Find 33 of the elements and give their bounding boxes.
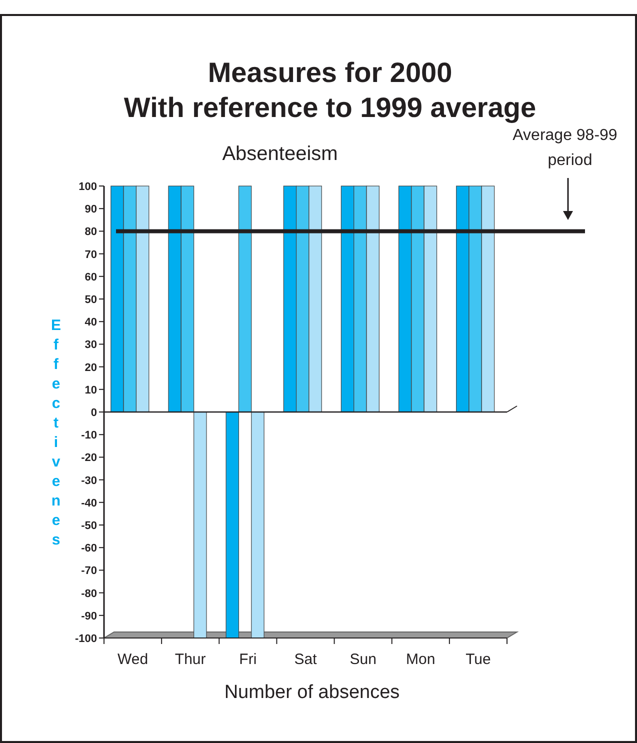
y-tick-label: -80 xyxy=(81,588,97,600)
y-tick-label: -100 xyxy=(74,633,97,645)
chart-title: Measures for 2000 With reference to 1999 average xyxy=(124,57,536,123)
y-tick-label: -60 xyxy=(81,542,97,555)
y-tick-label: 90 xyxy=(84,204,97,216)
ref-line-label: Average 98-99 period xyxy=(512,127,618,169)
y-tick-label: -70 xyxy=(81,565,97,578)
x-tick-label: Sun xyxy=(350,651,376,668)
y-tick-label: 10 xyxy=(84,384,97,396)
x-tick-label: Sat xyxy=(294,651,318,668)
y-tick-label: -50 xyxy=(81,520,97,532)
y-tick-label: 0 xyxy=(90,407,97,419)
y-tick-label: -30 xyxy=(81,474,97,487)
y-tick-label: 40 xyxy=(84,316,97,329)
y-tick-label: -20 xyxy=(81,452,97,464)
x-tick-label: Tue xyxy=(466,651,491,668)
y-tick-label: 80 xyxy=(84,226,97,238)
x-tick-label: Thur xyxy=(174,651,206,668)
x-tick-label: Fri xyxy=(239,651,257,668)
x-tick-label: Wed xyxy=(117,651,148,668)
y-tick-label: -90 xyxy=(81,610,97,622)
chart-subtitle: Absenteeism xyxy=(222,143,338,165)
x-tick-label: Mon xyxy=(406,651,436,668)
y-tick-label: 70 xyxy=(84,248,97,261)
text: Effectivenes xyxy=(50,317,62,548)
y-tick-label: 60 xyxy=(84,271,97,284)
y-tick-label: 100 xyxy=(78,181,97,193)
y-tick-label: 20 xyxy=(84,362,97,374)
y-tick-label: -40 xyxy=(81,497,97,510)
y-tick-label: -10 xyxy=(81,430,97,442)
x-axis-title: Number of absences xyxy=(224,682,400,703)
y-tick-label: 30 xyxy=(84,339,97,352)
y-tick-label: 50 xyxy=(84,294,97,306)
